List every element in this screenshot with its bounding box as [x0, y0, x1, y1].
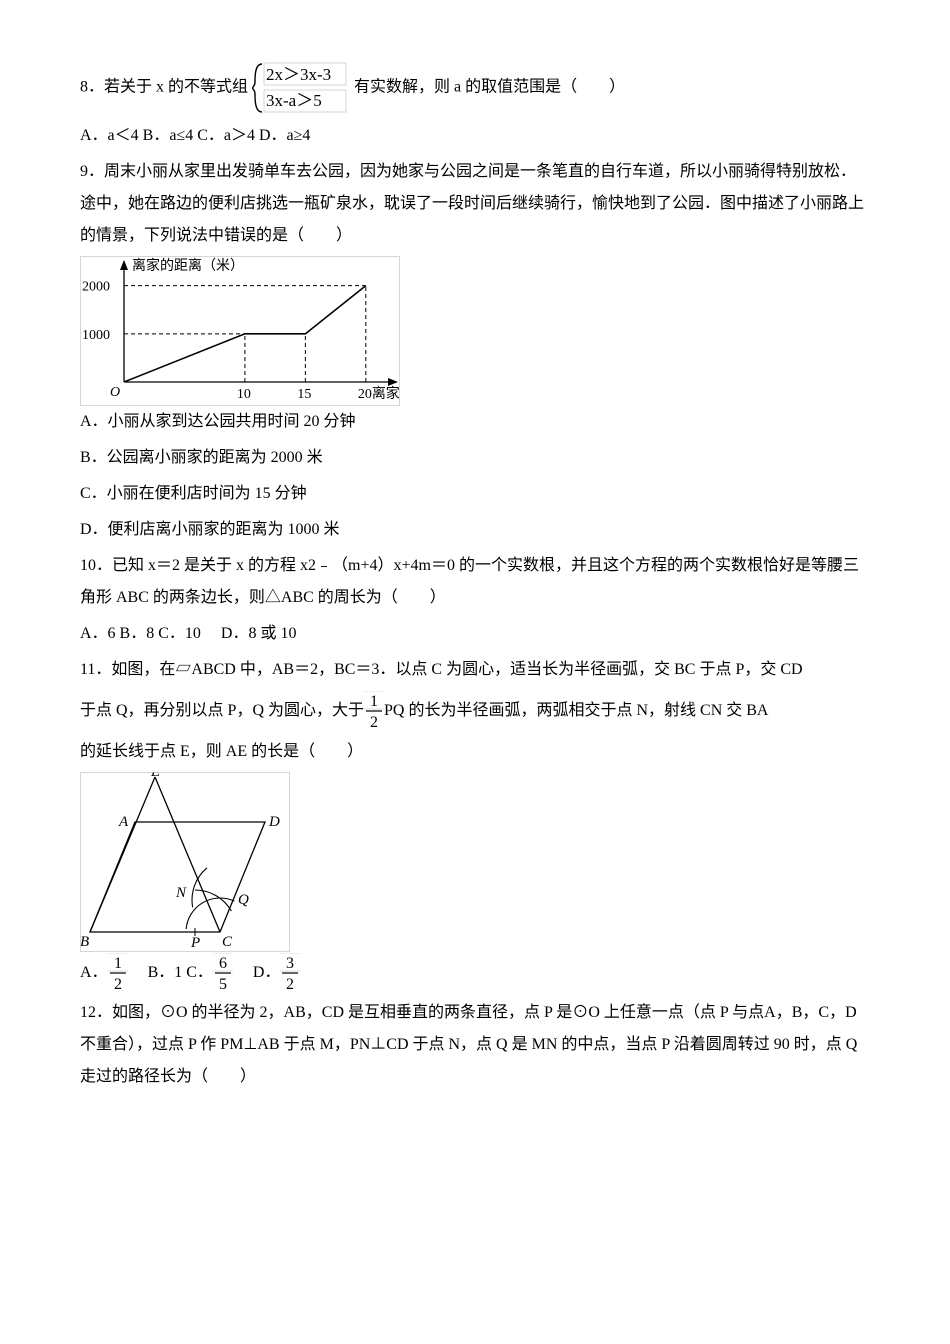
svg-text:离家时间（分钟）: 离家时间（分钟） — [372, 385, 400, 402]
frac-half: 12 — [364, 691, 384, 731]
question-9-text: 9．周末小丽从家里出发骑单车去公园，因为她家与公园之间是一条笔直的自行车道，所以… — [80, 156, 870, 252]
svg-text:E: E — [150, 772, 160, 780]
question-8: 8．若关于 x 的不等式组 2x＞3x-3 3x-a＞5 有实数解，则 a 的取… — [80, 60, 870, 116]
svg-text:20: 20 — [358, 387, 372, 402]
svg-text:2: 2 — [286, 976, 294, 993]
svg-text:O: O — [110, 385, 120, 400]
svg-text:15: 15 — [297, 387, 311, 402]
svg-text:D: D — [268, 814, 280, 830]
q9-optC: C．小丽在便利店时间为 15 分钟 — [80, 478, 870, 510]
q11-optA-prefix: A． — [80, 964, 108, 981]
q11-options: A．12 B．1 C．65 D．32 — [80, 952, 870, 994]
question-12-text: 12．如图，⊙O 的半径为 2，AB，CD 是互相垂直的两条直径，点 P 是⊙O… — [80, 997, 870, 1093]
svg-text:C: C — [222, 934, 233, 950]
q9-chart: 离家的距离（米） 离家时间（分钟） O 1000 2000 10 15 20 — [80, 256, 870, 406]
brace-line1: 2x＞3x-3 — [266, 65, 331, 84]
frac-optA: 12 — [108, 953, 128, 993]
svg-text:3: 3 — [286, 955, 294, 972]
svg-text:2000: 2000 — [82, 280, 110, 295]
question-10-text: 10．已知 x＝2 是关于 x 的方程 x2﹣（m+4）x+4m＝0 的一个实数… — [80, 550, 870, 614]
brace-line2: 3x-a＞5 — [266, 91, 322, 110]
svg-text:Q: Q — [238, 892, 249, 908]
q8-suffix: 有实数解，则 a 的取值范围是（ ） — [354, 79, 625, 96]
question-11-text3: 的延长线于点 E，则 AE 的长是（ ） — [80, 736, 870, 768]
svg-text:6: 6 — [219, 955, 227, 972]
q11-optD-prefix: D． — [233, 964, 281, 981]
q11-diagram: E A D B C P Q N — [80, 772, 870, 952]
q9-optD: D．便利店离小丽家的距离为 1000 米 — [80, 514, 870, 546]
frac-optD: 32 — [280, 953, 300, 993]
svg-text:1: 1 — [370, 693, 378, 710]
frac-optC: 65 — [213, 953, 233, 993]
svg-text:B: B — [80, 934, 89, 950]
svg-text:10: 10 — [237, 387, 251, 402]
svg-text:P: P — [190, 935, 200, 951]
q11-text2-suffix: PQ 的长为半径画弧，两弧相交于点 N，射线 CN 交 BA — [384, 702, 768, 719]
q8-brace-system: 2x＞3x-3 3x-a＞5 — [252, 60, 350, 116]
question-11-text1: 11．如图，在▱ABCD 中，AB＝2，BC＝3．以点 C 为圆心，适当长为半径… — [80, 654, 870, 686]
svg-text:N: N — [175, 885, 187, 901]
q8-options: A．a＜4 B．a≤4 C．a＞4 D．a≥4 — [80, 120, 870, 152]
question-11-text2: 于点 Q，再分别以点 P，Q 为圆心，大于12PQ 的长为半径画弧，两弧相交于点… — [80, 690, 870, 732]
q9-optA: A．小丽从家到达公园共用时间 20 分钟 — [80, 406, 870, 438]
svg-text:5: 5 — [219, 976, 227, 993]
svg-text:A: A — [118, 814, 129, 830]
svg-text:1000: 1000 — [82, 328, 110, 343]
q11-optB: B．1 C． — [128, 964, 213, 981]
svg-text:离家的距离（米）: 离家的距离（米） — [132, 257, 244, 274]
q9-optB: B．公园离小丽家的距离为 2000 米 — [80, 442, 870, 474]
svg-text:1: 1 — [114, 955, 122, 972]
svg-text:2: 2 — [114, 976, 122, 993]
svg-text:2: 2 — [370, 714, 378, 731]
q11-text2-prefix: 于点 Q，再分别以点 P，Q 为圆心，大于 — [80, 702, 364, 719]
q8-prefix: 8．若关于 x 的不等式组 — [80, 79, 248, 96]
q10-options: A．6 B．8 C．10 D．8 或 10 — [80, 618, 870, 650]
